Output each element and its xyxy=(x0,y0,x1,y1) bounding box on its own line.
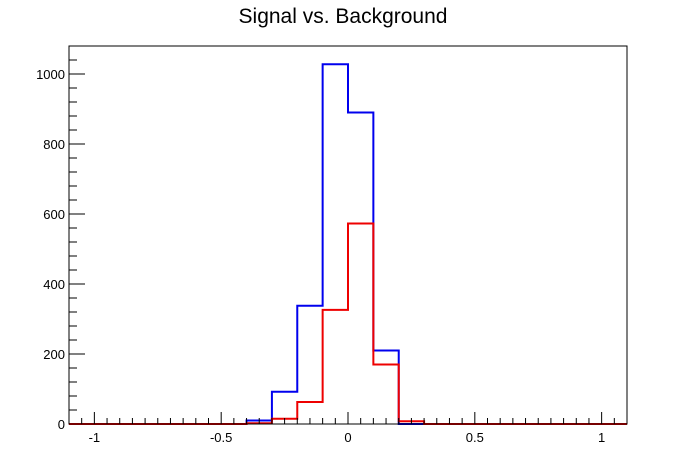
series-1-bin xyxy=(323,64,348,424)
x-tick-label: 0.5 xyxy=(466,430,484,445)
y-axis: 0 200 400 600 800 1000 xyxy=(36,45,85,432)
series-2-bin xyxy=(323,310,348,424)
y-tick-label: 600 xyxy=(43,207,65,222)
series-1-bin xyxy=(373,351,398,425)
x-tick-label: 0 xyxy=(344,430,351,445)
x-tick-label: 1 xyxy=(598,430,605,445)
chart-title: Signal vs. Background xyxy=(239,5,448,28)
series-2-bin xyxy=(348,223,373,424)
series-2-bin xyxy=(373,365,398,425)
series-layer xyxy=(69,63,627,425)
y-tick-label: 1000 xyxy=(36,67,65,82)
series-1-bin xyxy=(348,113,373,425)
x-tick-label: -1 xyxy=(89,430,101,445)
x-tick-label: -0.5 xyxy=(210,430,232,445)
y-tick-label: 800 xyxy=(43,137,65,152)
series-2-line xyxy=(69,222,627,425)
y-tick-label: 400 xyxy=(43,277,65,292)
y-tick-label: 0 xyxy=(58,417,65,432)
x-axis: -1 -0.5 0 0.5 1 xyxy=(68,412,628,445)
series-1-bin xyxy=(297,306,322,424)
y-tick-label: 200 xyxy=(43,347,65,362)
